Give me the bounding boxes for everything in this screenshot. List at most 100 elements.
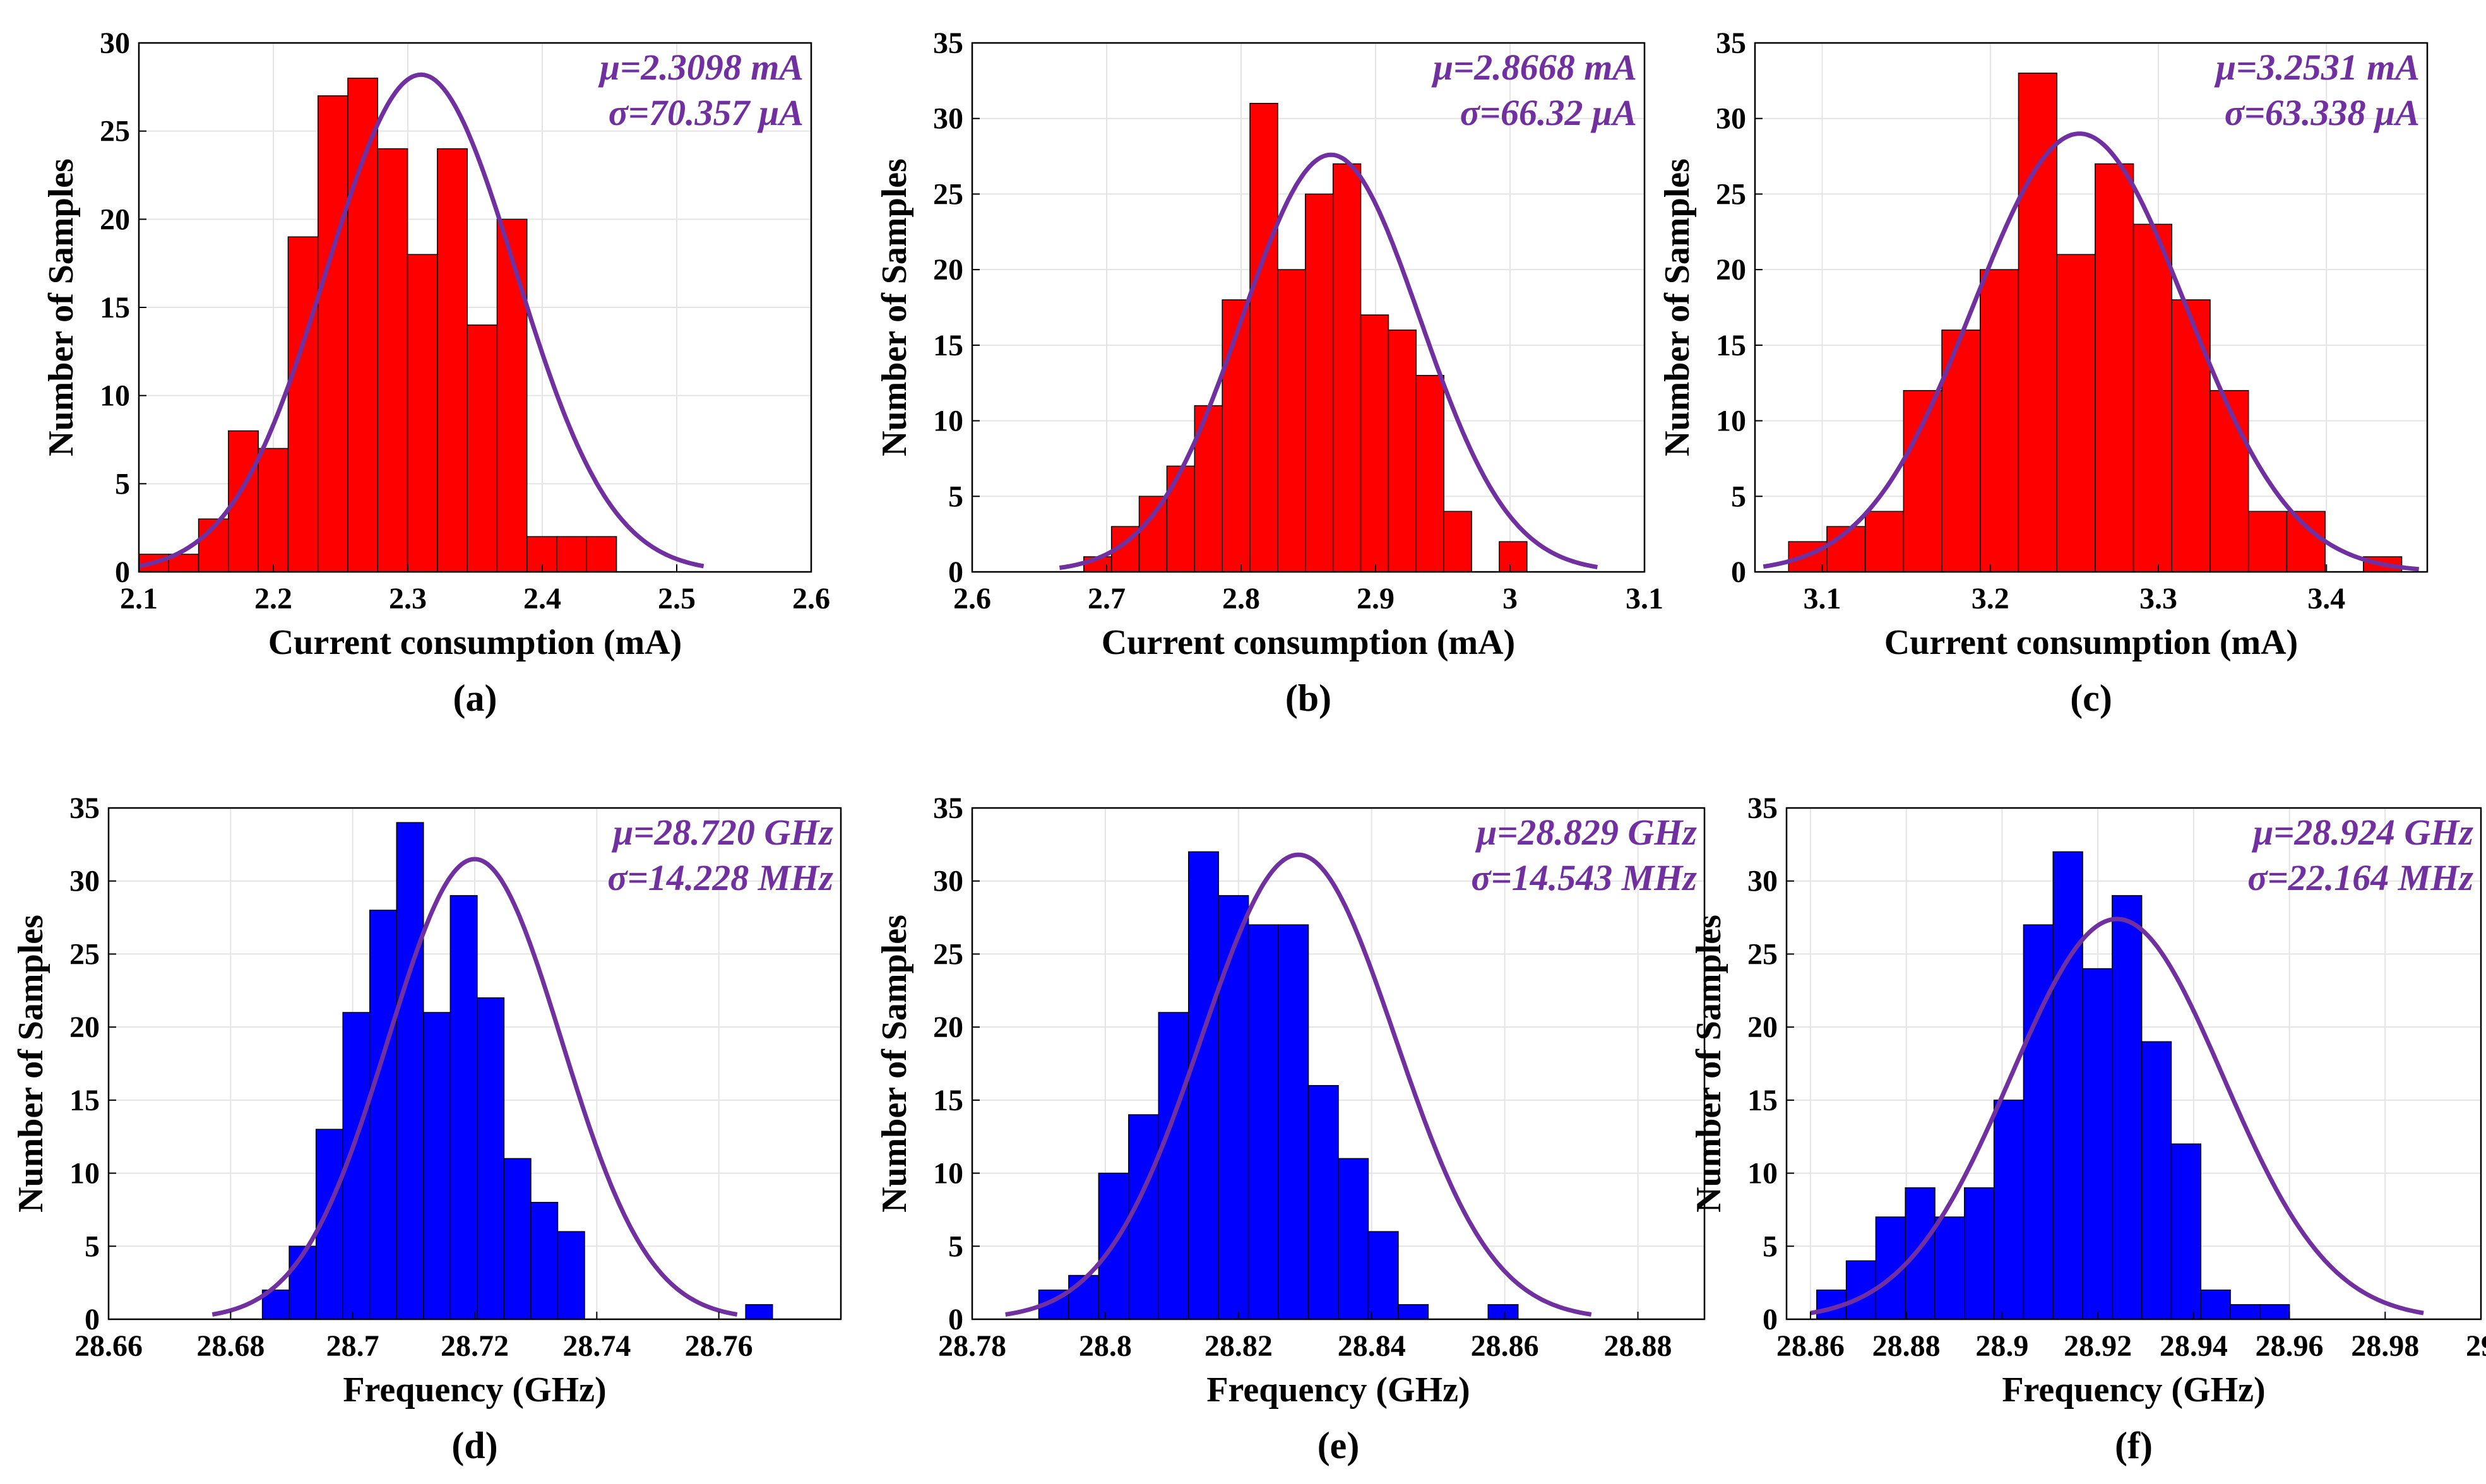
x-tick-label: 28.74	[562, 1329, 631, 1363]
histogram-bar	[1499, 541, 1528, 573]
y-tick-label: 35	[933, 27, 963, 60]
x-tick-label: 3.1	[1626, 582, 1663, 615]
x-tick-label: 28.94	[2160, 1329, 2228, 1363]
x-tick-label: 2.4	[523, 582, 561, 615]
panel-label: (b)	[1285, 677, 1331, 719]
x-tick-label: 2.6	[792, 582, 830, 615]
stat-annotation: σ=63.338 μA	[2225, 92, 2420, 133]
x-tick-label: 28.92	[2064, 1329, 2132, 1363]
y-tick-label: 30	[1747, 865, 1778, 898]
x-tick-label: 29	[2466, 1329, 2486, 1363]
x-tick-label: 28.76	[685, 1329, 753, 1363]
y-tick-label: 15	[100, 291, 130, 324]
y-tick-label: 20	[933, 1011, 963, 1044]
histogram-bar	[347, 78, 379, 573]
x-tick-label: 28.66	[74, 1329, 143, 1363]
x-tick-label: 3	[1502, 582, 1518, 615]
y-tick-label: 15	[1747, 1084, 1778, 1117]
stat-annotation: μ=2.8668 mA	[1431, 47, 1637, 88]
x-tick-label: 2.7	[1088, 582, 1126, 615]
y-tick-label: 10	[69, 1157, 100, 1190]
stat-annotation: σ=14.543 MHz	[1471, 857, 1697, 898]
y-tick-label: 25	[100, 115, 130, 148]
y-tick-label: 15	[69, 1084, 100, 1117]
chart-panel: 28.86 28.88 28.9 28.92 28.94 28.96 28.98 29 0 5 10…	[1689, 792, 2486, 1466]
y-tick-label: 35	[933, 792, 963, 825]
y-tick-label: 30	[69, 865, 100, 898]
histogram-bar	[1415, 374, 1444, 573]
histogram-bar	[437, 148, 468, 573]
y-tick-label: 30	[933, 865, 963, 898]
histogram-bar	[1864, 511, 1905, 573]
x-tick-label: 3.1	[1804, 582, 1841, 615]
axes-box	[1785, 807, 2482, 1321]
histogram-bar	[287, 236, 319, 573]
y-tick-label: 25	[933, 177, 963, 211]
histogram-bar	[1367, 1231, 1399, 1320]
y-axis-label: Number of Samples	[42, 158, 81, 456]
y-tick-label: 0	[1731, 555, 1746, 589]
histogram-bar	[1360, 314, 1389, 573]
stat-annotation: μ=28.829 GHz	[1475, 812, 1697, 853]
histogram-bar	[2112, 895, 2143, 1320]
gaussian-fit-line	[138, 72, 705, 569]
histogram-bar	[586, 536, 617, 573]
histogram-bar	[2082, 968, 2113, 1320]
stat-annotation: σ=22.164 MHz	[2247, 857, 2473, 898]
histogram-bar	[2171, 299, 2211, 573]
y-tick-label: 0	[1763, 1303, 1778, 1336]
x-tick-label: 28.84	[1338, 1329, 1406, 1363]
y-tick-label: 25	[1747, 937, 1778, 971]
histogram-bar	[2141, 1041, 2172, 1320]
gaussian-fit-line	[1763, 131, 2420, 572]
y-tick-label: 5	[85, 1230, 100, 1263]
histogram-bar	[2230, 1304, 2261, 1320]
y-tick-label: 35	[1716, 27, 1746, 60]
histogram-bar	[369, 910, 398, 1320]
histogram-bar	[258, 448, 289, 573]
y-tick-label: 0	[115, 555, 130, 589]
y-tick-label: 25	[933, 937, 963, 971]
y-tick-label: 0	[85, 1303, 100, 1336]
histogram-bar	[477, 997, 505, 1320]
histogram-bar	[1166, 465, 1196, 573]
y-tick-label: 10	[1747, 1157, 1778, 1190]
histogram-bar	[556, 536, 588, 573]
y-tick-label: 5	[948, 1230, 963, 1263]
gaussian-fit-line	[211, 857, 738, 1317]
histogram-bar	[1247, 924, 1279, 1320]
axes-box	[971, 807, 1706, 1321]
histogram-bar	[1138, 496, 1168, 573]
y-tick-label: 0	[948, 555, 963, 589]
x-tick-label: 2.8	[1222, 582, 1260, 615]
histogram-bar	[1338, 1158, 1369, 1320]
x-axis-label: Current consumption (mA)	[268, 623, 682, 662]
histogram-bar	[1249, 103, 1278, 573]
y-tick-label: 35	[1747, 792, 1778, 825]
histogram-bar	[1305, 193, 1334, 573]
histogram-bar	[1993, 1100, 2025, 1320]
histogram-bar	[1487, 1304, 1519, 1320]
axes-box	[971, 42, 1646, 573]
y-axis-label: Number of Samples	[1658, 158, 1697, 456]
y-tick-label: 10	[100, 379, 130, 413]
x-tick-label: 2.6	[953, 582, 991, 615]
x-axis-label: Current consumption (mA)	[1102, 623, 1515, 662]
x-tick-label: 28.88	[1872, 1329, 1941, 1363]
histogram-bar	[1158, 1012, 1189, 1320]
x-tick-label: 28.86	[1776, 1329, 1845, 1363]
panel-label: (c)	[2070, 677, 2112, 719]
y-tick-label: 10	[933, 1157, 963, 1190]
histogram-bar	[1277, 269, 1306, 573]
stat-annotation: σ=66.32 μA	[1460, 92, 1637, 133]
x-tick-label: 3.4	[2307, 582, 2345, 615]
chart-panel: 28.78 28.8 28.82 28.84 28.86 28.88 0 5 10 15 20 25 3…	[875, 792, 1706, 1466]
x-axis-label: Frequency (GHz)	[2002, 1370, 2265, 1410]
stat-annotation: σ=14.228 MHz	[607, 857, 833, 898]
histogram-bar	[1187, 851, 1219, 1320]
y-axis-label: Number of Samples	[11, 915, 51, 1213]
histogram-bar	[449, 895, 478, 1320]
y-tick-label: 10	[933, 405, 963, 438]
histogram-bar	[1934, 1216, 1965, 1320]
x-tick-label: 2.5	[658, 582, 696, 615]
